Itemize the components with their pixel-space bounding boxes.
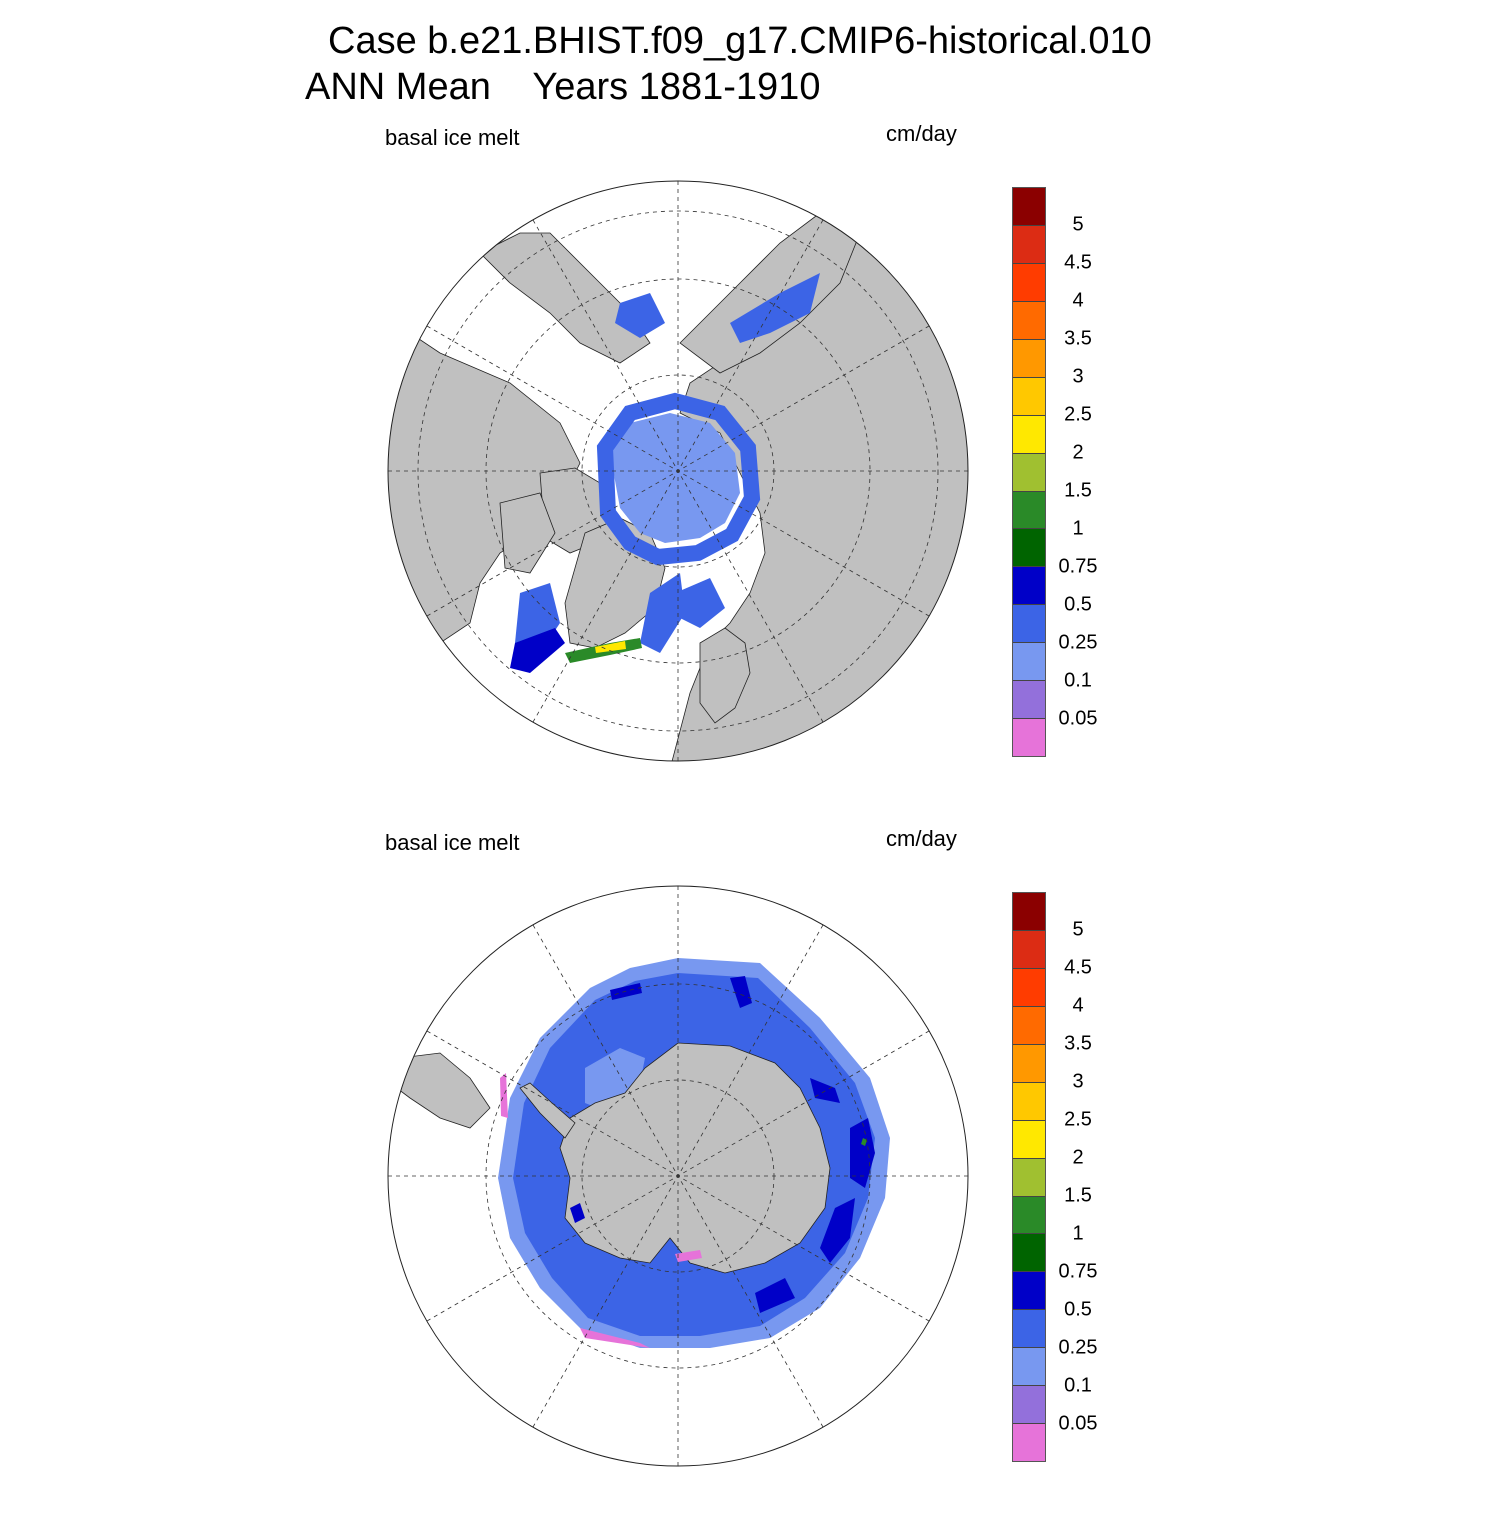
- colorbar-box: [1013, 968, 1045, 1007]
- colorbar-box: [1013, 1386, 1045, 1425]
- colorbar-box: [1013, 1120, 1045, 1159]
- colorbar-tick-label: 0.25: [1058, 1336, 1098, 1359]
- ice-melt-arctic-ring: [596, 392, 761, 566]
- colorbar-box: [1013, 719, 1045, 757]
- colorbar-box: [1013, 1044, 1045, 1083]
- colorbar-tick-label: 1: [1072, 1222, 1084, 1245]
- ice-melt-pink-edge-west: [500, 1073, 508, 1118]
- colorbar-box: [1013, 1006, 1045, 1045]
- north-polar-map: [387, 180, 969, 762]
- ice-melt-pink-edge-ross: [675, 1250, 702, 1262]
- map-border: [387, 885, 969, 1467]
- colorbar-box: [1013, 1348, 1045, 1387]
- land-scandinavia: [699, 627, 751, 724]
- colorbar-box: [1013, 339, 1045, 378]
- colorbar-box: [1013, 225, 1045, 264]
- colorbar-box: [1013, 1158, 1045, 1197]
- colorbar-tick-label: 0.25: [1058, 631, 1098, 654]
- colorbar-box: [1013, 1082, 1045, 1121]
- colorbar-tick-label: 3: [1072, 1070, 1084, 1093]
- ice-melt-pink-edge-south: [580, 1328, 650, 1348]
- ice-melt-patch-sw: [755, 1278, 795, 1313]
- colorbar-tick-label: 0.1: [1064, 669, 1092, 692]
- colorbar-tick-label: 4: [1072, 994, 1084, 1017]
- colorbar-tick-label: 1.5: [1064, 479, 1092, 502]
- colorbar-tick-label: 0.05: [1058, 707, 1098, 730]
- colorbar-box: [1013, 188, 1045, 226]
- panel-south: basal ice melt cm/day: [0, 820, 1500, 1525]
- colorbar-box: [1013, 643, 1045, 682]
- variable-label: basal ice melt: [385, 125, 520, 150]
- colorbar-box: [1013, 301, 1045, 340]
- colorbar-tick-label: 0.5: [1064, 593, 1092, 616]
- colorbar-box: [1013, 1196, 1045, 1235]
- ice-melt-arctic-central: [610, 413, 740, 543]
- colorbar-tick-label: 0.5: [1064, 1298, 1092, 1321]
- ice-melt-patch-east: [850, 1118, 875, 1188]
- colorbar-tick-label: 3.5: [1064, 1032, 1092, 1055]
- ice-melt-okhotsk: [615, 293, 665, 338]
- map-border: [387, 180, 969, 762]
- colorbar-tick-label: 2.5: [1064, 403, 1092, 426]
- colorbar-tick-label: 0.75: [1058, 555, 1098, 578]
- colorbar-tick-label: 4: [1072, 289, 1084, 312]
- ice-melt-bering: [730, 273, 820, 343]
- colorbar-box: [1013, 893, 1045, 931]
- colorbar-box: [1013, 263, 1045, 302]
- ice-melt-patch-ross: [570, 1203, 585, 1223]
- south-polar-map: [387, 885, 969, 1467]
- colorbar-box: [1013, 681, 1045, 720]
- colorbar-tick-label: 0.75: [1058, 1260, 1098, 1283]
- ice-melt-patch-ne: [810, 1078, 840, 1103]
- colorbar-tick-label: 1: [1072, 517, 1084, 540]
- colorbar-tick-label: 2: [1072, 441, 1084, 464]
- panel-north: basal ice melt cm/day: [0, 115, 1500, 820]
- units-label: cm/day: [886, 121, 957, 146]
- graticule: [388, 181, 968, 761]
- colorbar-tick-label: 4.5: [1064, 956, 1092, 979]
- colorbar-box: [1013, 415, 1045, 454]
- colorbar-tick-label: 1.5: [1064, 1184, 1092, 1207]
- colorbar-tick-label: 0.1: [1064, 1374, 1092, 1397]
- colorbar-tick-label: 3: [1072, 365, 1084, 388]
- variable-label: basal ice melt: [385, 830, 520, 855]
- colorbar-south: [1012, 892, 1046, 1462]
- colorbar-box: [1013, 529, 1045, 568]
- colorbar-tick-label: 3.5: [1064, 327, 1092, 350]
- colorbar-tick-label: 5: [1072, 918, 1084, 941]
- colorbar-ticks-south: 5 4.5 4 3.5 3 2.5 2 1.5 1 0.75 0.5 0.25 0.1 0.05: [1056, 892, 1126, 1462]
- colorbar-ticks-north: 5 4.5 4 3.5 3 2.5 2 1.5 1 0.75 0.5 0.25 0.1 0.05: [1056, 187, 1126, 757]
- ice-melt-patch-north: [730, 976, 752, 1008]
- colorbar-tick-label: 0.05: [1058, 1412, 1098, 1435]
- title-period: ANN Mean Years 1881-1910: [305, 66, 821, 108]
- colorbar-box: [1013, 1310, 1045, 1349]
- ice-melt-greenland-yellow: [595, 641, 626, 653]
- units-label: cm/day: [886, 826, 957, 851]
- land-baffin: [499, 492, 556, 574]
- graticule: [388, 886, 968, 1466]
- ice-melt-svalbard: [675, 578, 725, 628]
- colorbar-box: [1013, 1424, 1045, 1462]
- colorbar-box: [1013, 453, 1045, 492]
- colorbar-box: [1013, 1272, 1045, 1311]
- colorbar-box: [1013, 605, 1045, 644]
- land-antarctic-peninsula: [519, 1082, 576, 1139]
- ice-melt-labrador: [510, 628, 565, 673]
- colorbar-tick-label: 4.5: [1064, 251, 1092, 274]
- colorbar-tick-label: 5: [1072, 213, 1084, 236]
- colorbar-box: [1013, 930, 1045, 969]
- colorbar-box: [1013, 567, 1045, 606]
- colorbar-box: [1013, 1234, 1045, 1273]
- land-antarctica: [559, 1042, 831, 1274]
- ice-melt-patch-east-dot: [861, 1138, 867, 1146]
- ice-melt-patch-se: [820, 1198, 855, 1263]
- colorbar-tick-label: 2.5: [1064, 1108, 1092, 1131]
- colorbar-box: [1013, 377, 1045, 416]
- colorbar-box: [1013, 491, 1045, 530]
- colorbar-north: [1012, 187, 1046, 757]
- title-case: Case b.e21.BHIST.f09_g17.CMIP6-historica…: [328, 20, 1152, 62]
- colorbar-tick-label: 2: [1072, 1146, 1084, 1169]
- ice-melt-greenland-east: [640, 573, 685, 653]
